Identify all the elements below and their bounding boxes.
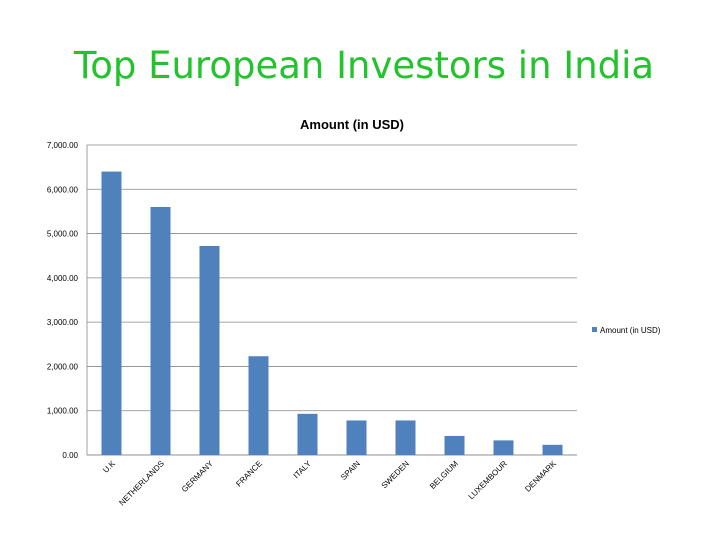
y-tick-label: 4,000.00 [47, 274, 79, 283]
slide-title: Top European Investors in India [73, 44, 655, 87]
x-tick-label: FRANCE [234, 459, 264, 489]
x-tick-label: U.K [101, 459, 117, 475]
bar-luxembour [493, 440, 514, 455]
x-tick-label: ITALY [292, 459, 314, 481]
bars [101, 171, 563, 456]
y-tick-label: 2,000.00 [47, 362, 79, 371]
legend: Amount (in USD) [592, 326, 661, 335]
y-tick-label: 0.00 [62, 451, 78, 460]
x-tick-label: DENMARK [523, 459, 558, 494]
x-tick-label: SPAIN [339, 459, 362, 482]
bar-u-k [101, 171, 122, 456]
bar-spain [346, 420, 367, 455]
bar-germany [199, 245, 220, 455]
bar-sweden [395, 420, 416, 455]
y-tick-label: 7,000.00 [47, 141, 79, 150]
x-tick-label: BELGIUM [428, 459, 460, 491]
y-tick-label: 1,000.00 [47, 407, 79, 416]
legend-swatch [592, 327, 597, 332]
bar-netherlands [150, 207, 171, 455]
chart-title: Amount (in USD) [300, 117, 404, 132]
bar-belgium [444, 435, 465, 455]
legend-label: Amount (in USD) [600, 326, 661, 335]
x-tick-label: SWEDEN [380, 459, 411, 490]
y-tick-label: 5,000.00 [47, 230, 79, 239]
y-tick-label: 3,000.00 [47, 318, 79, 327]
x-tick-label: GERMANY [180, 459, 215, 494]
bar-france [248, 356, 269, 455]
bar-denmark [542, 444, 563, 455]
x-axis-tick-labels: U.K NETHERLANDS GERMANY FRANCE ITALY SPAIN SWE… [101, 459, 558, 508]
y-axis-tick-labels: 0.00 1,000.00 2,000.00 3,000.00 4,000.00 5,00… [47, 141, 79, 460]
x-tick-label: LUXEMBOUR [467, 459, 509, 501]
x-tick-label: NETHERLANDS [117, 459, 165, 507]
bar-italy [297, 413, 318, 455]
y-tick-label: 6,000.00 [47, 185, 79, 194]
